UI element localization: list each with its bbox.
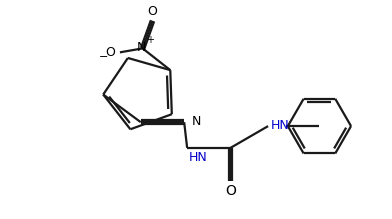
Text: O: O (225, 184, 236, 198)
Text: HN: HN (189, 151, 208, 164)
Text: +: + (145, 35, 154, 46)
Text: −: − (98, 52, 108, 62)
Text: HN: HN (271, 119, 290, 132)
Text: O: O (147, 5, 158, 18)
Text: N: N (137, 41, 146, 54)
Text: O: O (105, 46, 115, 59)
Text: N: N (192, 115, 201, 128)
